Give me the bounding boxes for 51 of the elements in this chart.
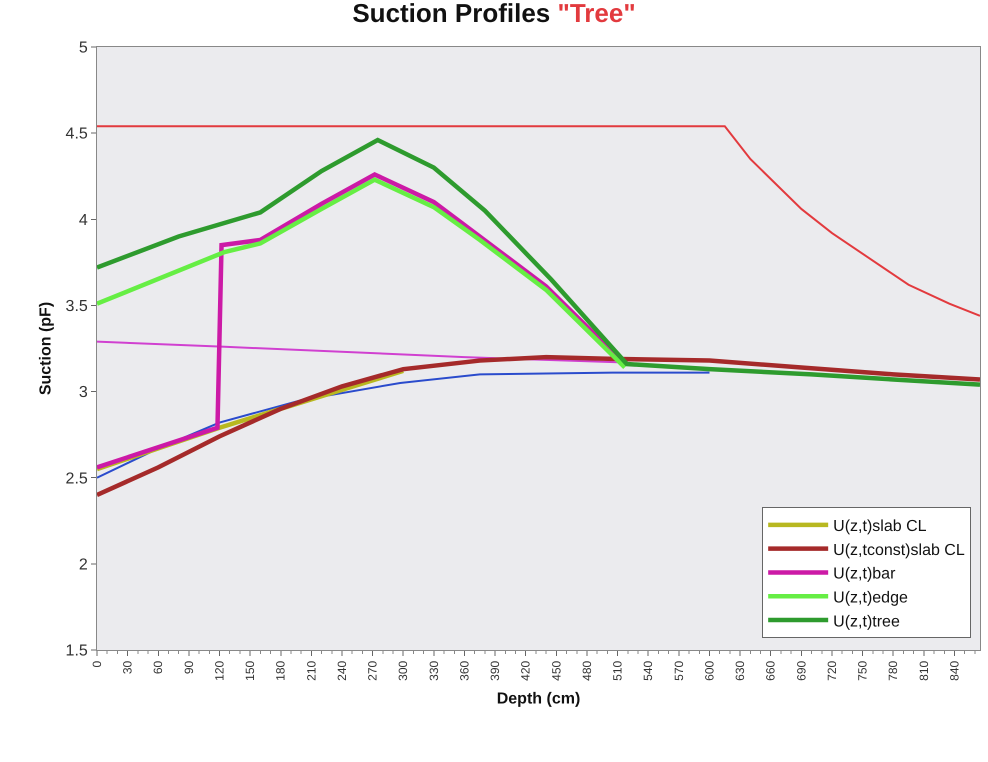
x-tick-label: 690 [794,660,808,681]
x-tick-label: 240 [334,660,349,681]
x-tick-label: 180 [274,660,288,681]
x-tick-label: 810 [916,660,931,681]
x-tick-label: 540 [641,660,656,681]
y-tick-label: 1.5 [66,642,88,660]
line-series [97,125,980,317]
x-tick-label: 510 [610,660,625,681]
x-tick-label: 420 [518,660,533,681]
x-tick-label: 720 [824,660,839,681]
legend-label: U(z,t)bar [833,566,896,583]
x-tick-label: 480 [580,660,594,681]
x-tick-label: 330 [426,660,441,681]
x-tick-label: 660 [764,660,778,681]
y-tick-label: 2 [78,556,88,574]
x-tick-label: 270 [366,660,380,681]
x-tick-label: 630 [733,660,748,681]
line-series [97,177,628,370]
line-series [97,354,980,498]
x-tick-label: 90 [182,660,196,674]
x-tick-label: 750 [856,660,870,681]
line-series [97,340,619,364]
x-tick-label: 840 [947,660,962,681]
x-tick-label: 120 [212,660,226,681]
legend-label: U(z,t)edge [833,589,908,606]
y-tick-label: 3 [78,384,88,402]
x-tick-label: 570 [672,660,686,681]
x-tick-label: 450 [549,660,564,681]
x-tick-label: 150 [243,660,258,681]
chart-title: Suction Profiles [352,0,550,28]
x-tick-label: 390 [488,660,502,681]
x-tick-label: 600 [702,660,716,681]
legend-label: U(z,tconst)slab CL [833,542,965,559]
y-tick-label: 4 [78,212,88,229]
x-axis-title: Depth (cm) [496,690,580,708]
x-tick-label: 0 [90,660,104,668]
legend-label: U(z,t)slab CL [833,518,927,536]
x-tick-label: 210 [304,660,318,681]
y-tick-label: 5 [78,40,88,57]
line-series [97,138,980,387]
y-tick-label: 2.5 [66,470,88,488]
legend-label: U(z,t)tree [833,613,900,630]
chart-subtitle: "Tree" [558,0,636,28]
x-tick-label: 60 [151,660,166,674]
x-tick-label: 30 [120,660,135,674]
y-tick-label: 4.5 [66,126,88,143]
x-tick-label: 300 [396,660,410,681]
x-tick-label: 780 [886,660,900,681]
x-tick-label: 360 [457,660,472,681]
y-axis-title: Suction (pF) [37,302,54,396]
y-tick-label: 3.5 [66,298,88,316]
